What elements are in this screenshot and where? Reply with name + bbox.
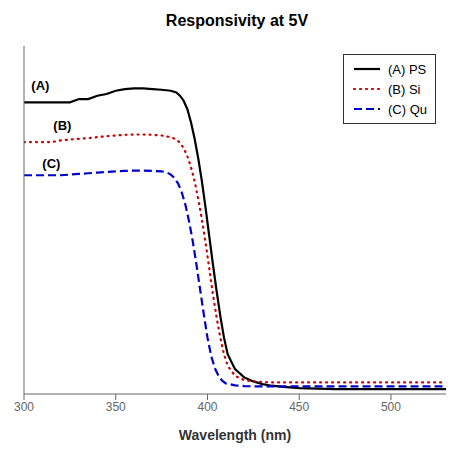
svg-text:500: 500 bbox=[381, 400, 401, 414]
html-text:(B) Si: (B) Si bbox=[388, 81, 421, 97]
html-text:(C) Qu: (C) Qu bbox=[388, 101, 427, 117]
svg-text:300: 300 bbox=[14, 400, 34, 414]
svg-text:Wavelength (nm): Wavelength (nm) bbox=[179, 427, 291, 443]
svg-text:(B): (B) bbox=[53, 118, 71, 133]
svg-text:(A): (A) bbox=[31, 78, 49, 93]
svg-text:400: 400 bbox=[197, 400, 217, 414]
html-text:(A) PS: (A) PS bbox=[388, 61, 427, 77]
svg-text:350: 350 bbox=[106, 400, 126, 414]
html-text:Responsivity at 5V: Responsivity at 5V bbox=[165, 12, 309, 29]
svg-text:450: 450 bbox=[289, 400, 309, 414]
svg-text:(C): (C) bbox=[42, 156, 60, 171]
